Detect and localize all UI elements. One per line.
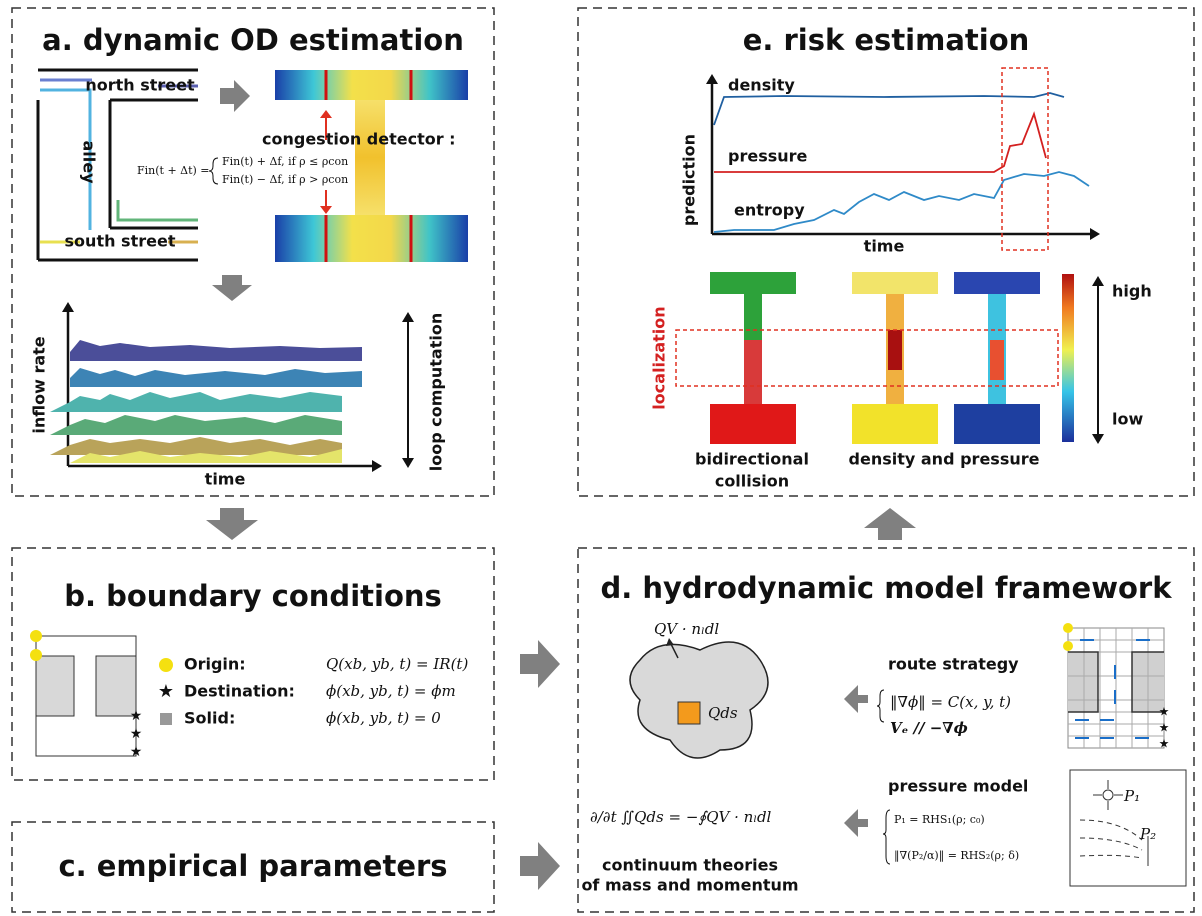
panel-title: a. dynamic OD estimation bbox=[42, 23, 464, 57]
element bbox=[678, 702, 700, 724]
series-label: density bbox=[728, 76, 795, 95]
svg-text:★: ★ bbox=[158, 681, 174, 702]
axis-label: loop computation bbox=[427, 313, 446, 471]
p-label: P₁ bbox=[1123, 787, 1140, 805]
pressure-title: pressure model bbox=[888, 777, 1028, 796]
scale-label: high bbox=[1112, 282, 1152, 301]
route-eq: ‖∇ϕ‖ = C(x, y, t) bbox=[890, 693, 1011, 711]
svg-text:★: ★ bbox=[130, 726, 143, 742]
caption: bidirectional bbox=[695, 450, 809, 469]
street-label: south street bbox=[65, 232, 176, 251]
legend-label: Solid: bbox=[184, 709, 235, 728]
control-volume bbox=[630, 642, 768, 758]
street-label: north street bbox=[85, 76, 195, 95]
caption: density and pressure bbox=[849, 450, 1040, 469]
svg-text:★: ★ bbox=[1159, 737, 1170, 751]
inflow-chart bbox=[50, 302, 382, 472]
caption: collision bbox=[715, 472, 789, 491]
brace bbox=[209, 158, 218, 184]
route-grid: ★ ★ ★ bbox=[1063, 623, 1169, 751]
panel-title: e. risk estimation bbox=[743, 23, 1030, 57]
localization-label: localization bbox=[650, 306, 669, 409]
source-label: Qds bbox=[708, 704, 738, 722]
panel-title: c. empirical parameters bbox=[58, 849, 447, 883]
svg-text:★: ★ bbox=[1159, 705, 1170, 719]
panel-title: d. hydrodynamic model framework bbox=[600, 571, 1172, 605]
axis-label: inflow rate bbox=[30, 336, 49, 433]
axis-label: time bbox=[205, 470, 246, 489]
p-label: P₂ bbox=[1139, 825, 1156, 843]
boundary-map: ★ ★ ★ ★ bbox=[30, 630, 174, 760]
legend-label: Destination: bbox=[184, 682, 295, 701]
flux-label: QV · nₗdl bbox=[654, 620, 719, 638]
axis-label: prediction bbox=[680, 134, 699, 226]
scale-label: low bbox=[1112, 410, 1143, 429]
caption: of mass and momentum bbox=[581, 876, 798, 895]
svg-text:★: ★ bbox=[130, 708, 143, 724]
pressure-eq: P₁ = RHS₁(ρ; c₀) bbox=[894, 813, 985, 826]
formula: Fin(t) + Δf, if ρ ≤ ρcon bbox=[222, 155, 348, 168]
pressure-eq: ‖∇(P₂/α)‖ = RHS₂(ρ; δ) bbox=[894, 849, 1019, 863]
axis-label: time bbox=[864, 237, 905, 256]
flow-arrows bbox=[40, 80, 198, 242]
formula: Fin(t) − Δf, if ρ > ρcon bbox=[222, 173, 348, 186]
equation: ∂/∂t ∬Qds = −∮QV · nₗdl bbox=[590, 808, 772, 826]
diagram: a. dynamic OD estimation north street so… bbox=[0, 0, 1202, 916]
formula: ϕ(xb, yb, t) = 0 bbox=[326, 709, 441, 727]
caption: continuum theories bbox=[602, 856, 778, 875]
formula: ϕ(xb, yb, t) = ϕm bbox=[326, 682, 456, 700]
route-title: route strategy bbox=[888, 655, 1019, 674]
panel-title: b. boundary conditions bbox=[64, 579, 442, 613]
street-label: alley bbox=[80, 140, 99, 184]
detector-label: congestion detector : bbox=[262, 130, 456, 149]
formula: Q(xb, yb, t) = IR(t) bbox=[326, 655, 468, 673]
formula: Fin(t + Δt) = bbox=[137, 164, 210, 177]
series-label: entropy bbox=[734, 201, 805, 220]
svg-text:★: ★ bbox=[1159, 721, 1170, 735]
route-eq: Vₑ // −∇ϕ bbox=[890, 719, 968, 737]
series-label: pressure bbox=[728, 147, 808, 166]
svg-text:★: ★ bbox=[130, 744, 143, 760]
heatmaps bbox=[676, 272, 1104, 444]
legend-label: Origin: bbox=[184, 655, 246, 674]
